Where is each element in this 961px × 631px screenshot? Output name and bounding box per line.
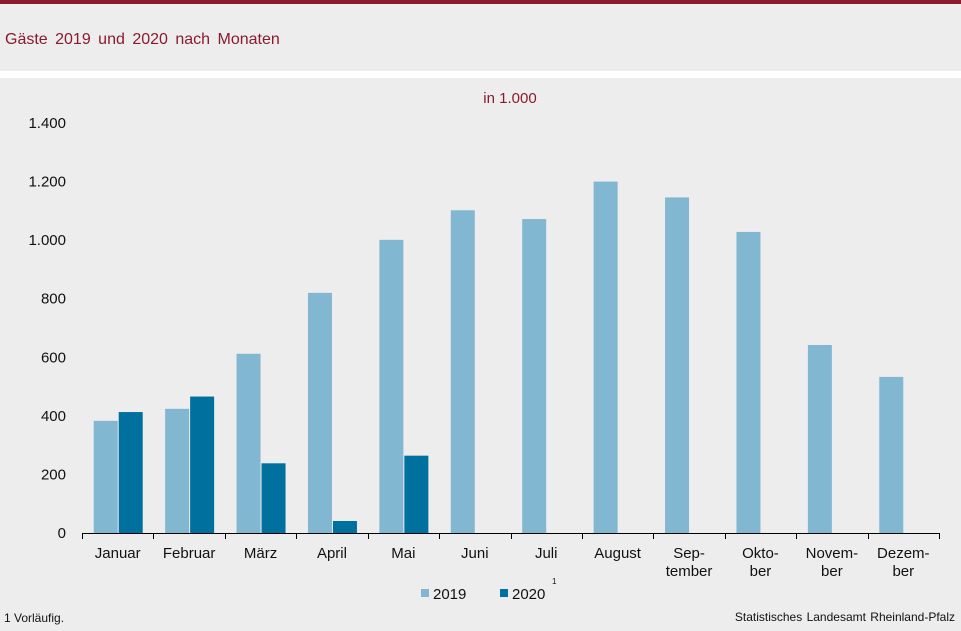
- x-tick-label: Dezem-ber: [877, 545, 930, 580]
- bars: [93, 181, 904, 534]
- legend-label-2020: 2020: [512, 586, 545, 603]
- legend-footnote-marker: 1: [552, 577, 557, 586]
- x-axis: Januar Februar März April Mai Juni Juli August S…: [82, 533, 940, 580]
- y-tick-label: 600: [41, 349, 66, 366]
- bar-2019: [93, 420, 118, 533]
- bar-2020: [404, 455, 429, 533]
- header-divider: [0, 71, 961, 78]
- bar-2019: [736, 231, 761, 533]
- x-tick-label: Mai: [391, 545, 415, 562]
- bar-2020: [190, 396, 215, 533]
- top-stripe: [0, 0, 961, 4]
- y-tick-label: 0: [58, 525, 66, 542]
- bar-2019: [593, 181, 618, 534]
- x-tick-label: April: [317, 545, 347, 562]
- bar-2019: [165, 408, 190, 533]
- chart-title: Gäste 2019 und 2020 nach Monaten: [5, 31, 280, 48]
- bar-2019: [379, 239, 404, 533]
- bar-2019: [807, 344, 832, 533]
- y-tick-label: 1.200: [28, 174, 66, 191]
- x-tick-label: Februar: [163, 545, 216, 562]
- y-tick-label: 1.000: [28, 232, 66, 249]
- bar-2020: [261, 463, 286, 533]
- bar-2020: [332, 520, 357, 533]
- legend: 2019 2020 1: [421, 577, 557, 603]
- x-tick-label: Sep-tember: [666, 545, 713, 580]
- x-tick-label: März: [244, 545, 277, 562]
- bar-2019: [665, 197, 690, 533]
- bar-2019: [307, 292, 332, 533]
- y-tick-label: 1.400: [28, 115, 66, 132]
- legend-label-2019: 2019: [433, 586, 466, 603]
- bar-2019: [450, 210, 475, 533]
- x-tick-label: Januar: [95, 545, 141, 562]
- bar-2020: [118, 412, 143, 533]
- chart-subtitle: in 1.000: [483, 90, 537, 107]
- y-axis: 0 200 400 600 800 1.000 1.200 1.400: [28, 115, 66, 542]
- x-tick-label: Juli: [535, 545, 558, 562]
- y-tick-label: 200: [41, 466, 66, 483]
- source-note: Statistisches Landesamt Rheinland-Pfalz: [734, 610, 955, 624]
- x-tick-label: Novem-ber: [806, 545, 859, 580]
- x-tick-label: Juni: [461, 545, 489, 562]
- bar-2019: [522, 219, 547, 534]
- y-tick-label: 400: [41, 408, 66, 425]
- legend-swatch-2019: [421, 589, 429, 597]
- bar-2019: [236, 353, 261, 533]
- x-tick-label: Okto-ber: [742, 545, 779, 580]
- x-tick-label: August: [594, 545, 642, 562]
- legend-swatch-2020: [500, 589, 508, 597]
- footnote: 1 Vorläufig.: [4, 611, 65, 625]
- chart-header: Gäste 2019 und 2020 nach Monaten: [0, 4, 961, 71]
- bar-2019: [879, 376, 904, 533]
- y-tick-label: 800: [41, 291, 66, 308]
